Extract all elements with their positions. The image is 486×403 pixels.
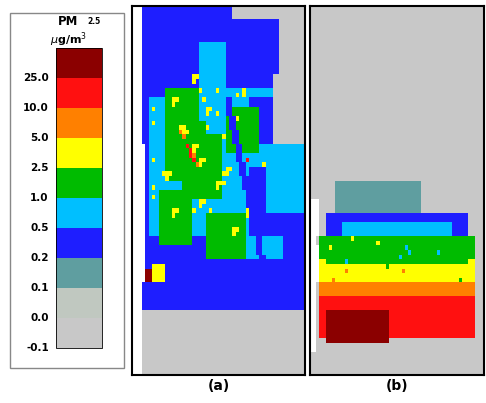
Text: (a): (a) (207, 379, 229, 393)
Text: 0.1: 0.1 (30, 283, 49, 293)
Bar (56, 198, 103, 228)
Bar (56, 318, 103, 347)
Text: -0.1: -0.1 (26, 343, 49, 353)
Text: PM: PM (58, 15, 79, 28)
Bar (56, 258, 103, 288)
Bar (56, 108, 103, 138)
Text: 0.2: 0.2 (30, 253, 49, 263)
Text: 0.0: 0.0 (30, 313, 49, 323)
Text: (b): (b) (385, 379, 408, 393)
Text: $\mu$g/m$^3$: $\mu$g/m$^3$ (50, 30, 87, 49)
Text: 0.5: 0.5 (30, 223, 49, 233)
Bar (56, 79, 103, 108)
Bar (56, 228, 103, 258)
Bar (56, 168, 103, 198)
Bar (56, 48, 103, 79)
Bar (56, 138, 103, 168)
Bar (56, 288, 103, 318)
Text: 2.5: 2.5 (88, 17, 101, 26)
Bar (56, 48, 103, 347)
Text: 25.0: 25.0 (23, 73, 49, 83)
Text: 10.0: 10.0 (23, 103, 49, 113)
Text: 2.5: 2.5 (30, 163, 49, 173)
Text: 1.0: 1.0 (30, 193, 49, 203)
Text: 5.0: 5.0 (30, 133, 49, 143)
